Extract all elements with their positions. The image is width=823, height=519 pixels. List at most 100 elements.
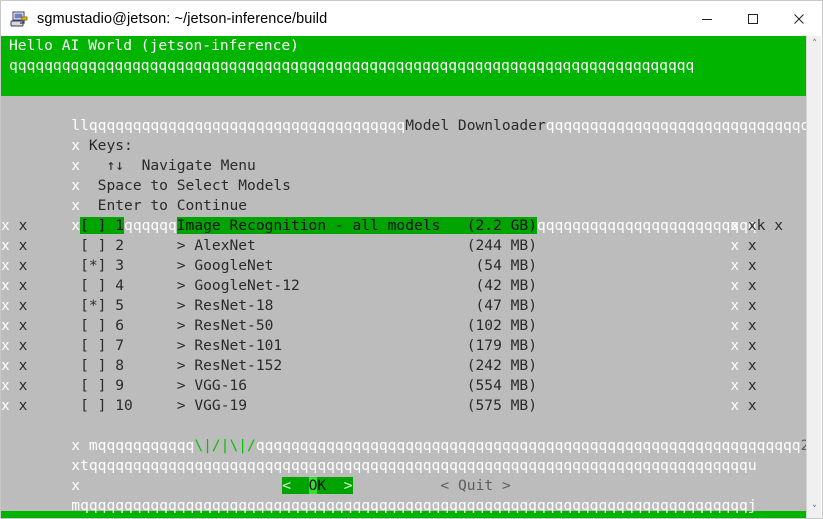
model-row[interactable]: x x [ ] 10 > VGG-19 (575 MB) x x <box>1 396 807 416</box>
model-label[interactable]: > ResNet-50 <box>176 317 274 334</box>
list-right-edge: x <box>730 377 740 394</box>
model-checkbox[interactable]: [ ] <box>80 237 107 254</box>
scroll-up-arrow-icon[interactable]: ˄ <box>812 39 817 49</box>
spacer <box>27 357 80 374</box>
model-label[interactable]: > GoogleNet-12 <box>176 277 300 294</box>
putty-terminal-icon <box>9 9 29 29</box>
list-left-edge: x <box>9 317 28 334</box>
quit-button-right-bracket[interactable]: > <box>501 477 511 494</box>
dialog-border-corner-left: l <box>71 117 81 134</box>
spacer <box>124 297 177 314</box>
spacer <box>256 237 467 254</box>
keys-heading: Keys: <box>88 137 133 154</box>
model-row[interactable]: x x [ ] 8 > ResNet-152 (242 MB) x x <box>1 356 807 376</box>
model-row[interactable]: x x [ ] 9 > VGG-16 (554 MB) x x <box>1 376 807 396</box>
keys-heading-row: x Keys: <box>1 116 807 154</box>
spacer <box>106 377 115 394</box>
spacer <box>27 337 80 354</box>
model-row[interactable]: x x [ ] 7 > ResNet-101 (179 MB) x x <box>1 336 807 356</box>
spacer <box>273 297 475 314</box>
dialog-left-edge: x <box>71 477 81 494</box>
dialog-right-edge: x <box>739 277 757 294</box>
model-row[interactable]: x x [*] 3 > GoogleNet (54 MB) x x <box>1 256 807 276</box>
model-index: 7 <box>115 337 125 354</box>
spacer <box>133 397 177 414</box>
model-label[interactable]: > VGG-19 <box>176 397 248 414</box>
ok-button-right-bracket[interactable]: > <box>343 477 353 494</box>
window-controls <box>684 1 822 36</box>
model-label[interactable]: > ResNet-101 <box>176 337 283 354</box>
model-downloader-dialog: llqqqqqqqqqqqqqqqqqqqqqqqqqqqqqqqqqqqqMo… <box>1 96 807 514</box>
ok-button-left-bracket[interactable]: < <box>282 477 291 494</box>
model-checkbox[interactable]: [ ] <box>80 357 107 374</box>
close-button[interactable] <box>776 1 822 36</box>
model-row[interactable]: x x [ ] 1 Image Recognition - all models… <box>1 216 807 236</box>
model-checkbox[interactable]: [ ] <box>80 217 107 234</box>
model-row[interactable]: x x [ ] 6 > ResNet-50 (102 MB) x x <box>1 316 807 336</box>
model-row[interactable]: x x [*] 5 > ResNet-18 (47 MB) x x <box>1 296 807 316</box>
model-checkbox[interactable]: [ ] <box>80 317 107 334</box>
list-left-edge: x <box>9 357 28 374</box>
quit-button-label[interactable]: Quit <box>458 477 494 494</box>
model-label[interactable]: Image Recognition - all models <box>176 217 441 234</box>
model-checkbox[interactable]: [ ] <box>80 397 107 414</box>
dialog-right-edge: x <box>739 337 757 354</box>
model-label[interactable]: > AlexNet <box>176 237 256 254</box>
model-size: (244 MB) <box>466 237 538 254</box>
window-titlebar: sgmustadio@jetson: ~/jetson-inference/bu… <box>1 1 822 36</box>
list-left-edge: x <box>9 377 28 394</box>
list-right-edge: x <box>730 337 740 354</box>
scrollbar-thumb[interactable]: \|/|\|/ <box>194 437 256 454</box>
list-right-edge: x <box>730 237 740 254</box>
spacer <box>124 257 177 274</box>
spacer <box>27 317 80 334</box>
dialog-border-fill-left: lqqqqqqqqqqqqqqqqqqqqqqqqqqqqqqqqqqqq <box>80 117 406 134</box>
dialog-left-edge: x <box>71 457 81 474</box>
model-checkbox[interactable]: [ ] <box>80 277 107 294</box>
dialog-border-fill-right: qqqqqqqqqqqqqqqqqqqqqqqqqqqqqqqqqqqqqqqq… <box>545 117 807 134</box>
dialog-left-edge: x <box>1 237 10 254</box>
dialog-left-edge: x <box>1 217 10 234</box>
quit-button-left-bracket[interactable]: < <box>440 477 450 494</box>
spacer <box>537 257 730 274</box>
terminal-scrollbar[interactable]: ˄ ˅ <box>806 36 821 518</box>
dialog-left-edge: x <box>1 297 10 314</box>
scroll-down-arrow-icon[interactable]: ˅ <box>812 505 817 515</box>
dialog-right-edge: x <box>739 237 757 254</box>
model-label[interactable]: > VGG-16 <box>176 377 248 394</box>
list-right-edge: x <box>730 217 740 234</box>
spacer <box>27 217 80 234</box>
model-checkbox[interactable]: [*] <box>80 297 107 314</box>
dialog-title: Model Downloader <box>405 117 546 134</box>
ok-button-pad-left <box>290 477 309 494</box>
model-checkbox[interactable]: [ ] <box>80 337 107 354</box>
terminal-screen[interactable]: Hello AI World (jetson-inference) qqqqqq… <box>1 36 807 518</box>
model-label[interactable]: > ResNet-152 <box>176 357 283 374</box>
dialog-left-edge: x <box>71 177 81 194</box>
ok-button-label[interactable]: K <box>317 477 327 494</box>
model-row[interactable]: x x [ ] 4 > GoogleNet-12 (42 MB) x x <box>1 276 807 296</box>
list-bottom-fill-mid: qqqqqqqqqqqqqqqqqqqqqqqqqqqqqqqqqqqqqqqq… <box>255 437 801 454</box>
spacer <box>106 297 115 314</box>
spacer <box>124 277 177 294</box>
maximize-button[interactable] <box>730 1 776 36</box>
model-size: (47 MB) <box>475 297 538 314</box>
list-left-edge: x <box>9 277 28 294</box>
model-checkbox[interactable]: [*] <box>80 257 107 274</box>
spacer <box>106 277 115 294</box>
spacer <box>282 357 467 374</box>
dialog-right-edge: x <box>739 297 757 314</box>
dialog-bottom-fill: mqqqqqqqqqqqqqqqqqqqqqqqqqqqqqqqqqqqqqqq… <box>71 497 757 514</box>
model-label[interactable]: > ResNet-18 <box>176 297 274 314</box>
spacer <box>106 217 116 234</box>
keys-line-0: ↑↓ Navigate Menu <box>88 157 256 174</box>
model-checkbox[interactable]: [ ] <box>80 377 107 394</box>
model-label[interactable]: > GoogleNet <box>176 257 274 274</box>
spacer <box>247 377 467 394</box>
ok-button-accel[interactable]: O <box>308 477 318 494</box>
spacer <box>124 317 177 334</box>
minimize-button[interactable] <box>684 1 730 36</box>
model-row[interactable]: x x [ ] 2 > AlexNet (244 MB) x x <box>1 236 807 256</box>
spacer <box>124 217 177 234</box>
